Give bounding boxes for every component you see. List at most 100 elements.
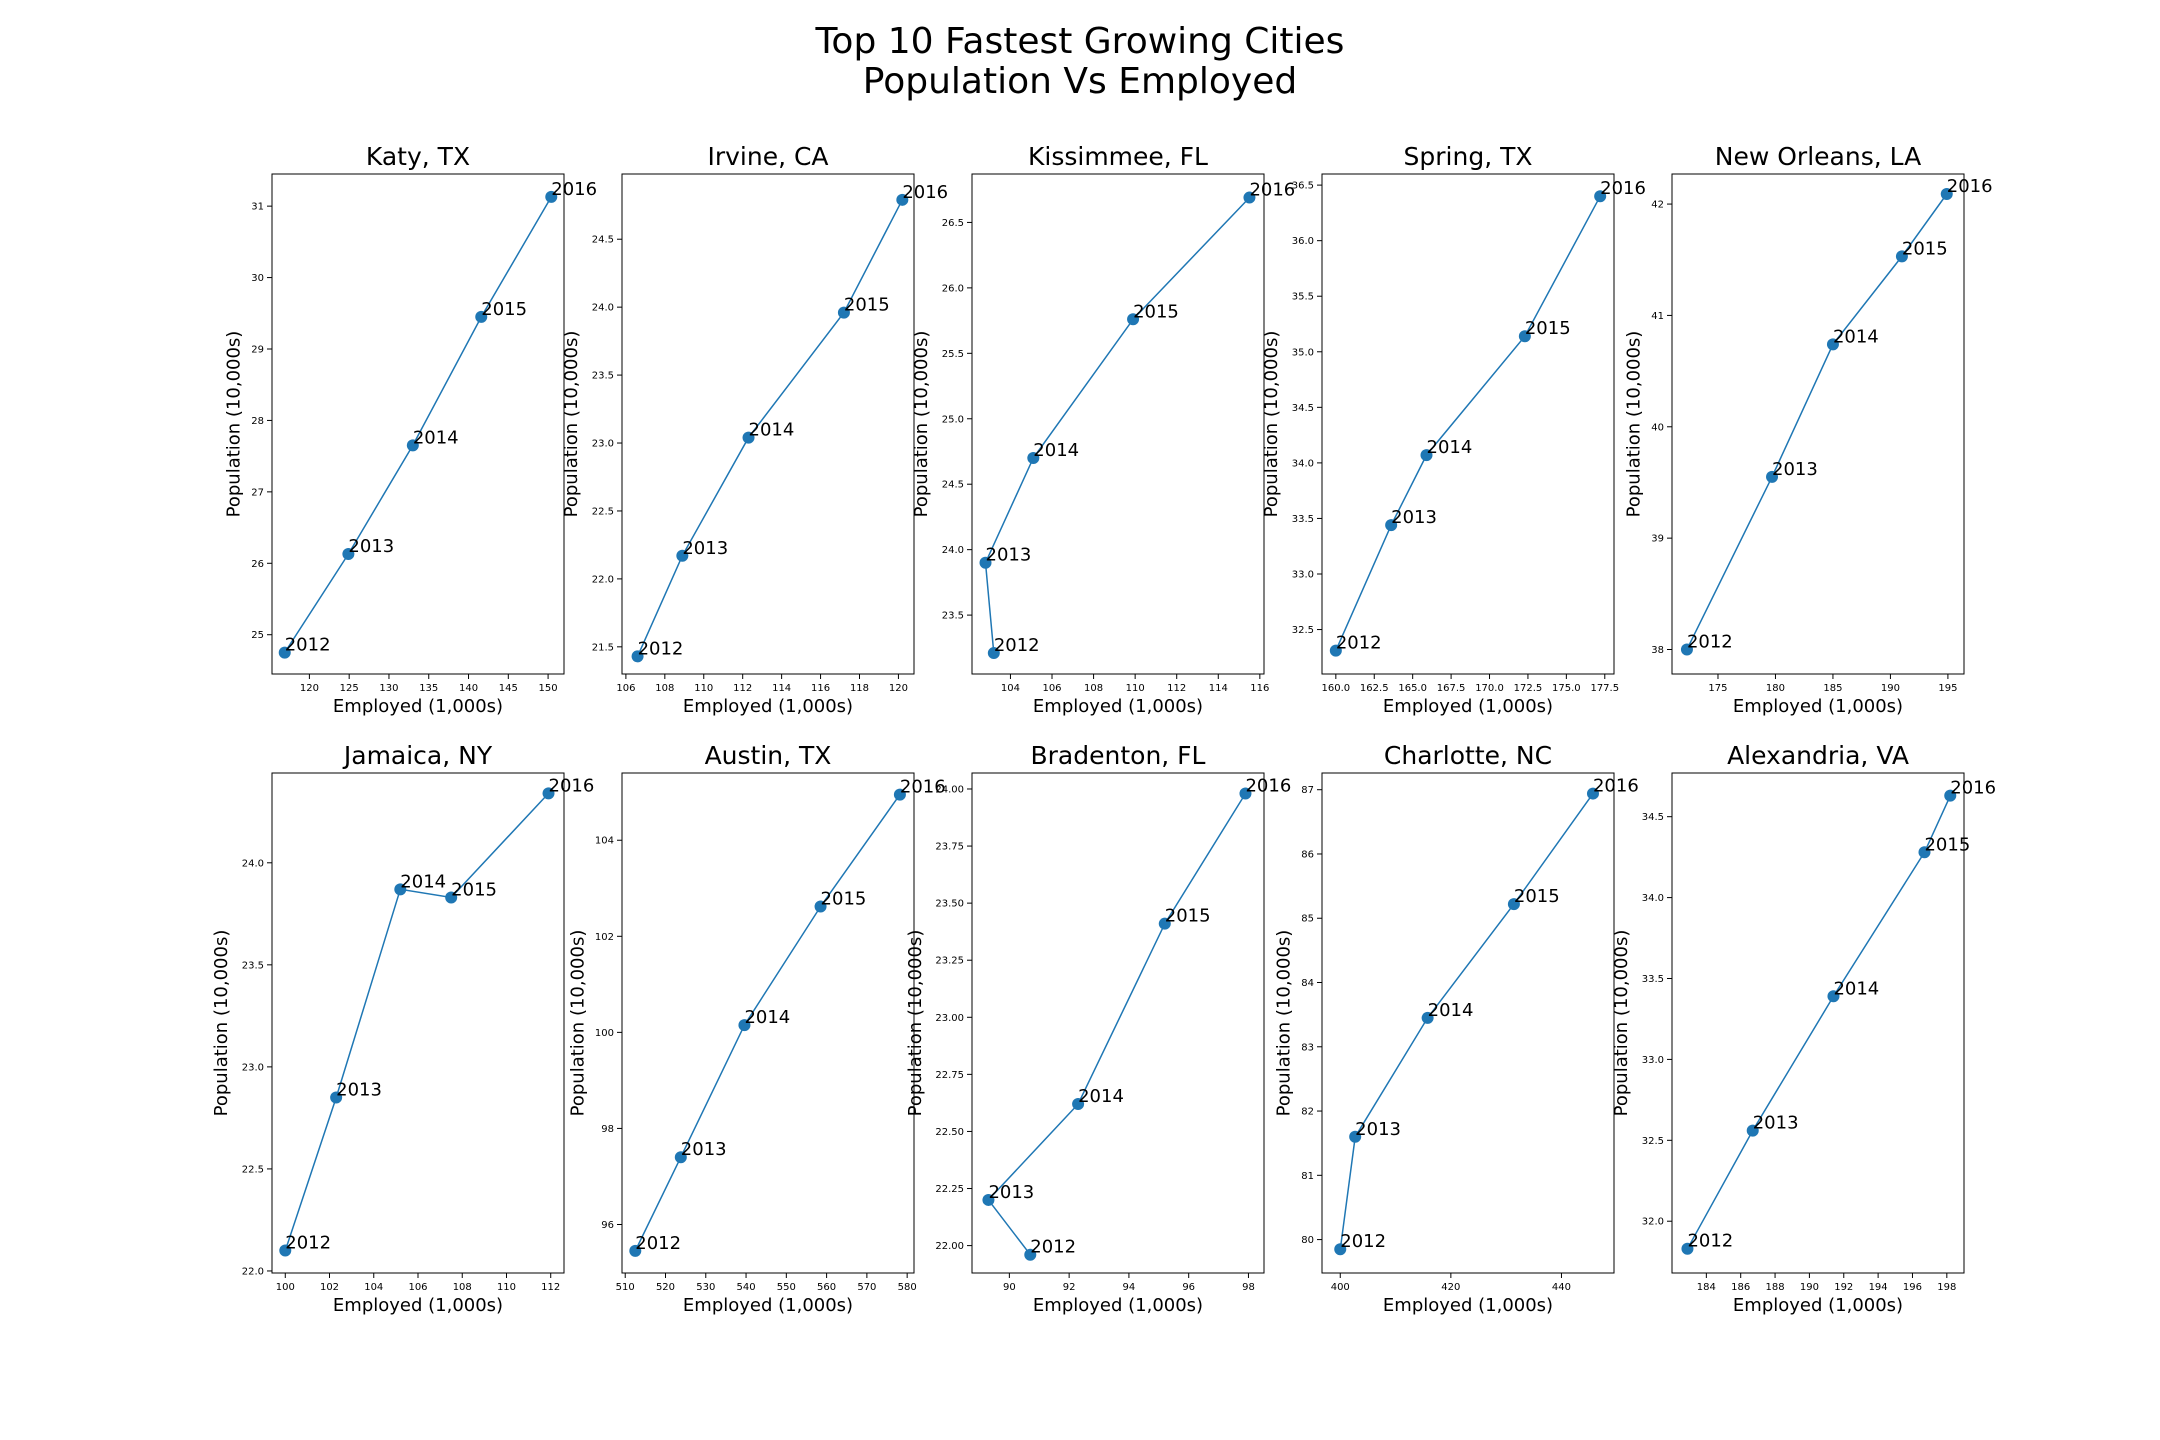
y-tick-label: 32.5 <box>1292 625 1314 636</box>
data-point <box>987 647 1000 660</box>
x-tick-label: 580 <box>898 1282 917 1293</box>
point-label: 2015 <box>1165 906 1211 927</box>
y-tick-label: 82 <box>1301 1107 1314 1118</box>
axes-frame <box>1321 173 1615 675</box>
point-label: 2014 <box>1078 1086 1124 1107</box>
data-point <box>1127 313 1140 326</box>
point-label: 2016 <box>1950 778 1996 799</box>
data-point <box>837 306 850 319</box>
data-point <box>631 650 644 663</box>
data-point <box>1024 1248 1037 1261</box>
y-tick-label: 23.25 <box>935 956 964 967</box>
y-axis-label: Population (10,000s) <box>561 331 582 518</box>
y-tick-label: 30 <box>251 273 264 284</box>
y-tick-label: 22.0 <box>592 574 614 585</box>
data-point <box>279 1244 292 1257</box>
y-tick-label: 84 <box>1301 978 1314 989</box>
point-label: 2012 <box>994 635 1040 656</box>
data-point <box>445 891 458 904</box>
point-label: 2015 <box>1514 886 1560 907</box>
y-tick-label: 80 <box>1301 1235 1314 1246</box>
point-label: 2013 <box>681 1139 727 1160</box>
x-tick-label: 172.5 <box>1514 683 1543 694</box>
point-label: 2013 <box>348 536 394 557</box>
x-tick-label: 98 <box>1242 1282 1255 1293</box>
x-tick-label: 108 <box>655 683 674 694</box>
y-axis-label: Population (10,000s) <box>1624 331 1645 518</box>
point-label: 2014 <box>1033 440 1079 461</box>
data-point <box>1334 1243 1347 1256</box>
data-point <box>1594 190 1607 203</box>
x-tick-label: 170.0 <box>1475 683 1504 694</box>
y-tick-label: 38 <box>1651 645 1664 656</box>
y-tick-label: 36.0 <box>1292 236 1314 247</box>
data-point <box>1027 452 1040 465</box>
series-line <box>284 196 552 654</box>
y-tick-label: 39 <box>1651 534 1664 545</box>
x-tick-label: 125 <box>340 683 359 694</box>
y-tick-label: 23.0 <box>242 1062 264 1073</box>
data-point <box>1158 917 1171 930</box>
subplot-title: Austin, TX <box>705 741 832 770</box>
x-tick-label: 106 <box>408 1282 427 1293</box>
y-tick-label: 27 <box>251 487 264 498</box>
x-tick-label: 165.0 <box>1398 683 1427 694</box>
y-axis-label: Population (10,000s) <box>224 331 245 518</box>
data-point <box>330 1091 343 1104</box>
point-label: 2014 <box>1833 326 1879 347</box>
y-tick-label: 21.5 <box>592 642 614 653</box>
y-tick-label: 28 <box>251 416 264 427</box>
subplot: Spring, TX 160.0 162.5 165.0 167.5 170.0 172.5… <box>1261 142 1646 717</box>
x-tick-label: 190 <box>1800 1282 1819 1293</box>
series-line <box>1335 195 1601 652</box>
subplot-title: Irvine, CA <box>707 142 828 171</box>
data-point <box>1507 898 1520 911</box>
series-line <box>1686 193 1948 650</box>
y-tick-label: 23.75 <box>935 842 964 853</box>
point-label: 2012 <box>1687 632 1733 653</box>
x-tick-label: 560 <box>817 1282 836 1293</box>
y-tick-label: 24.00 <box>935 784 964 795</box>
data-point <box>893 788 906 801</box>
y-tick-label: 25 <box>251 630 264 641</box>
point-label: 2015 <box>1133 301 1179 322</box>
axes-frame <box>1671 772 1965 1274</box>
subplot: Alexandria, VA 184 186 188 190 192 194 196 198 32… <box>1611 741 1996 1316</box>
point-label: 2012 <box>1030 1237 1076 1258</box>
x-tick-label: 540 <box>737 1282 756 1293</box>
x-axis-label: Employed (1,000s) <box>333 1295 503 1316</box>
point-label: 2015 <box>821 889 867 910</box>
y-tick-label: 22.25 <box>935 1184 964 1195</box>
axes-frame <box>621 772 915 1274</box>
x-tick-label: 186 <box>1731 1282 1750 1293</box>
y-tick-label: 22.00 <box>935 1241 964 1252</box>
data-point <box>982 1193 995 1206</box>
x-axis-label: Employed (1,000s) <box>1733 696 1903 717</box>
y-tick-label: 34.0 <box>1292 458 1314 469</box>
data-point <box>1239 787 1252 800</box>
data-point <box>1243 191 1256 204</box>
x-tick-label: 90 <box>1003 1282 1016 1293</box>
x-tick-label: 192 <box>1834 1282 1853 1293</box>
y-tick-label: 24.0 <box>592 303 614 314</box>
x-tick-label: 175.0 <box>1552 683 1581 694</box>
x-tick-label: 110 <box>694 683 713 694</box>
series-line <box>1339 793 1594 1250</box>
x-tick-label: 96 <box>1182 1282 1195 1293</box>
point-label: 2012 <box>1336 633 1382 654</box>
data-point <box>742 431 755 444</box>
y-tick-label: 81 <box>1301 1171 1314 1182</box>
y-axis-label: Population (10,000s) <box>567 930 588 1117</box>
y-tick-label: 85 <box>1301 914 1314 925</box>
y-tick-label: 40 <box>1651 422 1664 433</box>
y-axis-label: Population (10,000s) <box>1261 331 1282 518</box>
data-point <box>1349 1130 1362 1143</box>
point-label: 2012 <box>285 635 331 656</box>
data-point <box>475 310 488 323</box>
y-axis-label: Population (10,000s) <box>905 930 926 1117</box>
data-point <box>1420 449 1433 462</box>
x-tick-label: 114 <box>1209 683 1228 694</box>
x-tick-label: 185 <box>1823 683 1842 694</box>
figure-title: Top 10 Fastest Growing Cities Population… <box>0 22 2160 102</box>
x-tick-label: 196 <box>1903 1282 1922 1293</box>
